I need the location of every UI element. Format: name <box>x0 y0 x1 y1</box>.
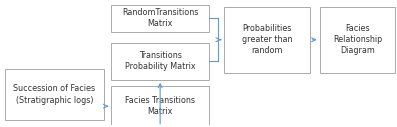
FancyBboxPatch shape <box>320 7 395 73</box>
Text: RandomTransitions
Matrix: RandomTransitions Matrix <box>122 8 198 28</box>
Text: Facies
Relationship
Diagram: Facies Relationship Diagram <box>333 24 382 55</box>
Text: Facies Transitions
Matrix: Facies Transitions Matrix <box>125 96 195 116</box>
Text: Succession of Facies
(Stratigraphic logs): Succession of Facies (Stratigraphic logs… <box>13 84 96 105</box>
FancyBboxPatch shape <box>5 69 104 120</box>
FancyBboxPatch shape <box>224 7 310 73</box>
Text: Probabilities
greater than
random: Probabilities greater than random <box>241 24 292 55</box>
FancyBboxPatch shape <box>111 86 209 127</box>
FancyBboxPatch shape <box>111 5 209 32</box>
FancyBboxPatch shape <box>111 43 209 80</box>
Text: Transitions
Probability Matrix: Transitions Probability Matrix <box>125 51 195 71</box>
